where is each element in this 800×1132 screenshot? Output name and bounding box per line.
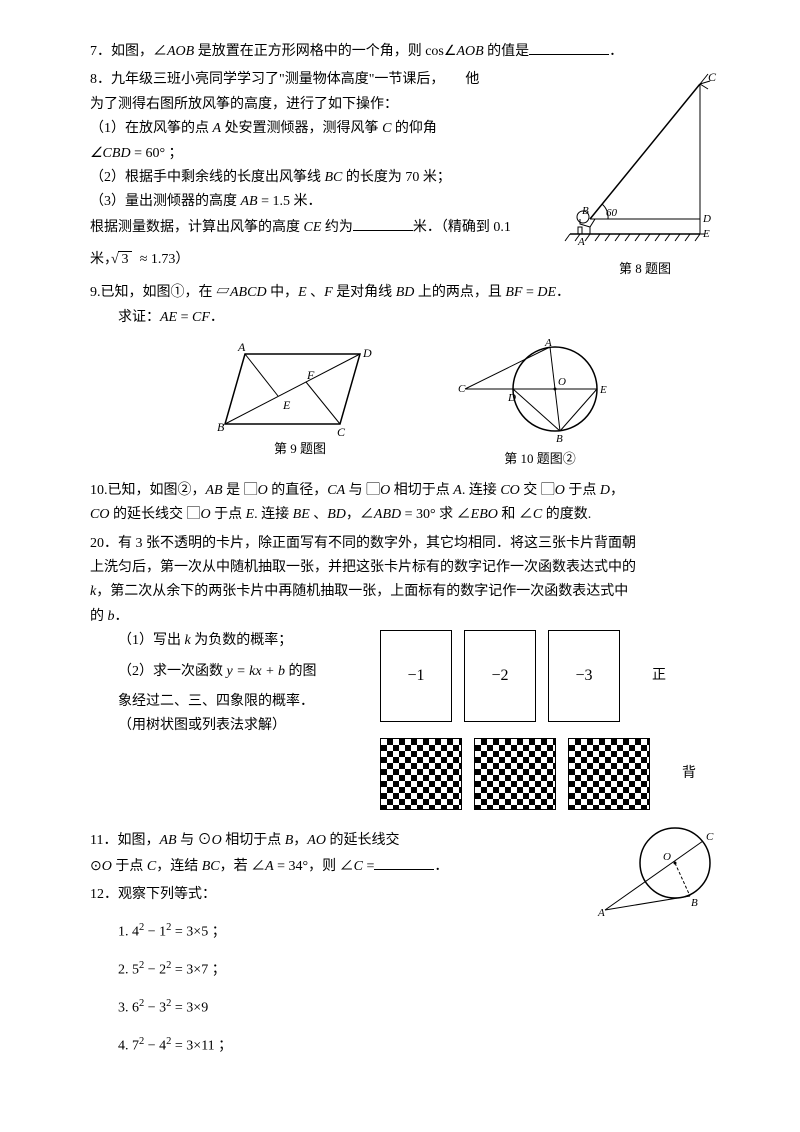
p10-l1: 10.已知，如图②，AB 是 ▢O 的直径，CA 与 ▢O 相切于点 A. 连接… (90, 480, 740, 502)
fig9-caption: 第 9 题图 (205, 439, 395, 460)
p20-l1: 20．有 3 张不透明的卡片，除正面写有不同的数字外，其它均相同．将这三张卡片背… (90, 533, 740, 555)
svg-text:C: C (337, 425, 346, 439)
card-back-3 (568, 738, 650, 810)
p7-aob1: AOB (167, 44, 194, 59)
svg-text:B: B (217, 420, 225, 434)
card-back-1 (380, 738, 462, 810)
fig8-A: A (577, 236, 585, 248)
svg-text:E: E (599, 384, 607, 396)
fig8-caption: 第 8 题图 (550, 259, 740, 280)
card-back-2 (474, 738, 556, 810)
p8-blank (353, 216, 413, 231)
problem-20: 20．有 3 张不透明的卡片，除正面写有不同的数字外，其它均相同．将这三张卡片背… (90, 533, 740, 738)
figure-10: A B C D E O 第 10 题图② (455, 339, 625, 470)
svg-text:C: C (458, 383, 466, 395)
p12-eq4: 4. 72 − 42 = 3×11 ； (118, 1034, 740, 1058)
p7-period: ． (609, 44, 623, 59)
figure-9: A D B C F E 第 9 题图 (205, 339, 395, 470)
fig8-svg: 60 C B A D E (550, 69, 740, 259)
cards-front-row: −1 −2 −3 正 (380, 630, 740, 722)
svg-text:C: C (706, 831, 714, 843)
p20-l3: k，第二次从余下的两张卡片中再随机抽取一张，上面标有的数字记作一次函数表达式中 (90, 581, 740, 603)
card-1: −1 (380, 630, 452, 722)
front-label: 正 (652, 665, 666, 687)
svg-text:A: A (237, 340, 246, 354)
problem-10: 10.已知，如图②，AB 是 ▢O 的直径，CA 与 ▢O 相切于点 A. 连接… (90, 480, 740, 527)
p9-l1: 9.已知，如图①，在 ▱ABCD 中，E 、F 是对角线 BD 上的两点，且 B… (90, 282, 740, 304)
p7-text-a: 7．如图，∠ (90, 44, 167, 59)
p7-text-c: 的值是 (484, 44, 530, 59)
figures-9-10: A D B C F E 第 9 题图 A B C D E O 第 10 题图② (90, 339, 740, 470)
svg-text:D: D (507, 392, 516, 404)
p11-blank (374, 855, 434, 870)
fig8-C: C (708, 70, 717, 84)
fig8-D: D (702, 213, 711, 225)
p20-l4: 的 b． (90, 606, 740, 628)
p12-eqs: 1. 42 − 12 = 3×5 ； 2. 52 − 22 = 3×7 ； 3.… (118, 920, 740, 1058)
p7-aob2: AOB (456, 44, 483, 59)
back-label: 背 (682, 763, 696, 785)
p20-l2: 上洗匀后，第一次从中随机抽取一张，并把这张卡片标有的数字记作一次函数表达式中的 (90, 557, 740, 579)
p9-l2: 求证：AE = CF． (118, 307, 740, 329)
svg-text:A: A (597, 907, 605, 919)
p10-l2: CO 的延长线交 ▢O 于点 E. 连接 BE 、BD，∠ABD = 30° 求… (90, 504, 740, 526)
svg-text:O: O (663, 851, 671, 863)
p7-blank (529, 40, 609, 55)
svg-text:E: E (282, 398, 291, 412)
problem-7: 7．如图，∠AOB 是放置在正方形网格中的一个角，则 cos∠AOB 的值是． (90, 40, 740, 63)
p12-eq3: 3. 62 − 32 = 3×9 (118, 996, 740, 1020)
svg-text:F: F (306, 368, 315, 382)
figure-11: A B C O (590, 818, 740, 928)
card-3: −3 (548, 630, 620, 722)
svg-text:B: B (556, 433, 563, 445)
p7-text-b: 是放置在正方形网格中的一个角，则 cos∠ (194, 44, 456, 59)
fig8-B: B (582, 205, 589, 217)
p12-eq2: 2. 52 − 22 = 3×7 ； (118, 958, 740, 982)
card-2: −2 (464, 630, 536, 722)
svg-text:O: O (558, 376, 566, 388)
svg-text:D: D (362, 346, 372, 360)
svg-text:A: A (544, 339, 552, 349)
fig10-caption: 第 10 题图② (455, 449, 625, 470)
fig8-E: E (702, 228, 710, 240)
problem-9: 9.已知，如图①，在 ▱ABCD 中，E 、F 是对角线 BD 上的两点，且 B… (90, 282, 740, 329)
figure-8: 60 C B A D E 第 8 题图 (550, 69, 740, 280)
cards-area: −1 −2 −3 正 背 (380, 630, 740, 810)
fig8-angle: 60 (606, 207, 618, 219)
svg-text:B: B (691, 897, 698, 909)
cards-back-row: 背 (380, 738, 740, 810)
